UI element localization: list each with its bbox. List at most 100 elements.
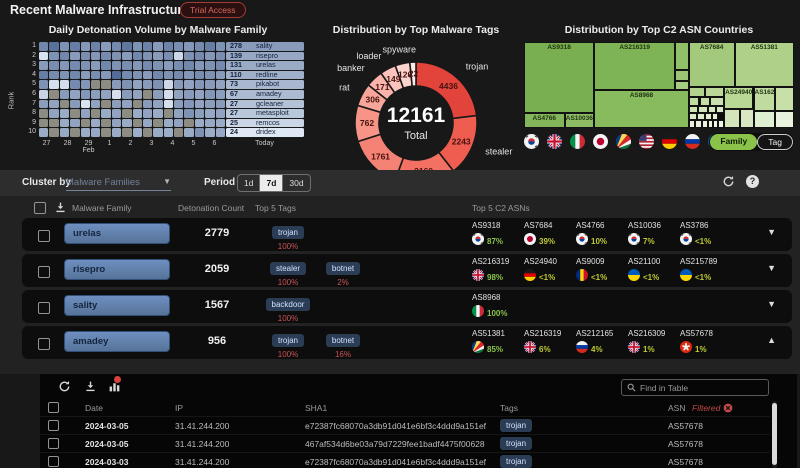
heatmap-value-bar[interactable]: 67 amadey [226, 89, 304, 99]
scrollbar-thumb[interactable] [772, 403, 777, 465]
treemap-block-AS8968[interactable]: AS8968 [594, 90, 689, 128]
detail-row[interactable]: 2024-03-05 31.41.244.200 467af534d6be03a79… [40, 434, 770, 453]
asn-cell-AS57678[interactable]: AS57678 1% [680, 329, 732, 358]
treemap-block[interactable] [704, 113, 712, 121]
treemap-block[interactable] [704, 86, 724, 98]
treemap-block[interactable] [675, 80, 689, 91]
tag-pill-stealer[interactable]: stealer [269, 262, 306, 275]
detail-asn[interactable]: AS57678 [668, 421, 703, 431]
asn-cell-AS215789[interactable]: AS215789 <1% [680, 257, 732, 286]
filtered-indicator[interactable]: Filtered [692, 403, 733, 413]
clear-filter-icon[interactable] [723, 403, 733, 413]
refresh-icon[interactable] [58, 380, 71, 393]
cluster-row-risepro[interactable]: risepro 2059 stealer 100% botnet 2% AS216… [22, 254, 792, 287]
chevron-down-icon[interactable]: ▼ [767, 299, 776, 309]
tag-pill-trojan[interactable]: trojan [271, 226, 304, 239]
treemap-block[interactable] [688, 113, 697, 121]
chart-icon[interactable] [108, 380, 121, 393]
treemap-block[interactable] [699, 97, 711, 106]
treemap-block[interactable] [707, 120, 713, 128]
detail-row-checkbox[interactable] [48, 456, 59, 468]
donut-segment-stealer[interactable] [437, 114, 478, 170]
detail-tag[interactable]: trojan [500, 437, 533, 450]
row-checkbox[interactable] [38, 301, 50, 319]
asn-cell-AS216309[interactable]: AS216309 1% [628, 329, 680, 358]
treemap-block[interactable] [715, 105, 724, 114]
heatmap-value-bar[interactable]: 73 pikabot [226, 80, 304, 89]
row-checkbox[interactable] [38, 337, 50, 355]
treemap-block[interactable] [775, 86, 794, 111]
treemap-block[interactable] [688, 97, 700, 106]
tag-pill-trojan[interactable]: trojan [271, 334, 304, 347]
asn-cell-AS216319[interactable]: AS216319 6% [524, 329, 576, 358]
detail-ip[interactable]: 31.41.244.200 [175, 439, 230, 449]
asn-cell-AS51381[interactable]: AS51381 85% [472, 329, 524, 358]
heatmap-value-bar[interactable]: 27 gcleaner [226, 99, 304, 109]
family-pill-risepro[interactable]: risepro [64, 259, 170, 280]
treemap-block-AS216319[interactable]: AS216319 [594, 42, 676, 91]
cluster-row-amadey[interactable]: amadey 956 trojan 100% botnet 16% AS51381… [22, 326, 792, 359]
select-all-checkbox[interactable] [34, 202, 46, 216]
treemap-block[interactable] [696, 113, 705, 121]
asn-cell-AS4766[interactable]: AS4766 10% [576, 221, 628, 250]
heatmap-value-bar[interactable]: 139 risepro [226, 51, 304, 61]
asn-cell-AS8968[interactable]: AS8968 100% [472, 293, 524, 322]
treemap-block[interactable] [688, 105, 699, 114]
treemap-block[interactable] [688, 120, 696, 128]
treemap-block[interactable] [710, 97, 724, 106]
cluster-row-sality[interactable]: sality 1567 backdoor 100% AS8968 100% ▼ [22, 290, 792, 323]
period-7d[interactable]: 7d [260, 175, 284, 191]
treemap-block[interactable] [698, 105, 708, 114]
period-30d[interactable]: 30d [289, 178, 304, 188]
treemap-block[interactable] [775, 110, 794, 128]
help-icon[interactable]: ? [746, 175, 759, 188]
detail-tag[interactable]: trojan [500, 455, 533, 468]
detail-sha1[interactable]: e72387fc68070a3db91d041e6bf3c4ddd9a151ef [305, 457, 487, 467]
treemap-block[interactable] [753, 110, 776, 128]
treemap-block-AS16276[interactable]: AS16276 [753, 86, 776, 111]
chevron-down-icon[interactable]: ▼ [767, 263, 776, 273]
treemap-block-AS9318[interactable]: AS9318 [524, 42, 595, 113]
heatmap-value-bar[interactable]: 27 metasploit [226, 108, 304, 118]
heatmap-value-bar[interactable]: 131 urelas [226, 60, 304, 70]
detail-sha1[interactable]: e72387fc68070a3db91d041e6bf3c4ddd9a151ef [305, 421, 487, 431]
period-1d[interactable]: 1d [238, 175, 261, 191]
detail-select-all-checkbox[interactable] [48, 402, 59, 415]
donut-segment-22[interactable] [408, 61, 417, 88]
treemap-block-AS51381[interactable]: AS51381 [734, 42, 794, 87]
treemap-block[interactable] [723, 109, 740, 128]
treemap-block[interactable] [711, 113, 719, 121]
chevron-up-icon[interactable]: ▲ [767, 335, 776, 345]
treemap-block[interactable] [695, 120, 703, 128]
detail-asn[interactable]: AS57678 [668, 457, 703, 467]
treemap-block[interactable] [707, 105, 716, 114]
treemap-block[interactable] [688, 86, 705, 98]
treemap-block[interactable] [675, 42, 689, 70]
toggle-family[interactable]: Family [710, 134, 758, 150]
detail-row[interactable]: 2024-03-03 31.41.244.200 e72387fc68070a3db… [40, 452, 770, 468]
asn-cell-AS9318[interactable]: AS9318 87% [472, 221, 524, 250]
treemap-block[interactable] [718, 120, 724, 128]
row-checkbox[interactable] [38, 229, 50, 247]
detail-row[interactable]: 2024-03-05 31.41.244.200 e72387fc68070a3db… [40, 416, 770, 435]
treemap-block[interactable] [702, 120, 708, 128]
donut-segment-botnet[interactable] [395, 151, 454, 170]
detail-tag[interactable]: trojan [500, 419, 533, 432]
row-checkbox[interactable] [38, 265, 50, 283]
heatmap-value-bar[interactable]: 278 sality [226, 41, 304, 51]
treemap-block[interactable] [740, 109, 754, 128]
detail-row-checkbox[interactable] [48, 420, 59, 433]
treemap-block[interactable] [675, 69, 689, 81]
treemap-block[interactable] [713, 120, 719, 128]
detail-ip[interactable]: 31.41.244.200 [175, 421, 230, 431]
detail-asn[interactable]: AS57678 [668, 439, 703, 449]
detail-ip[interactable]: 31.41.244.200 [175, 457, 230, 467]
detail-row-checkbox[interactable] [48, 438, 59, 451]
tag-pill-botnet[interactable]: botnet [325, 334, 361, 347]
detail-sha1[interactable]: 467af534d6be03a79d7229fee1badf4475f00628 [305, 439, 485, 449]
treemap-block-AS10036[interactable]: AS10036 [564, 112, 595, 128]
refresh-icon[interactable] [722, 175, 735, 188]
treemap-block-AS7684[interactable]: AS7684 [688, 42, 735, 87]
heatmap-value-bar[interactable]: 110 redline [226, 70, 304, 80]
toggle-tag[interactable]: Tag [757, 134, 793, 150]
